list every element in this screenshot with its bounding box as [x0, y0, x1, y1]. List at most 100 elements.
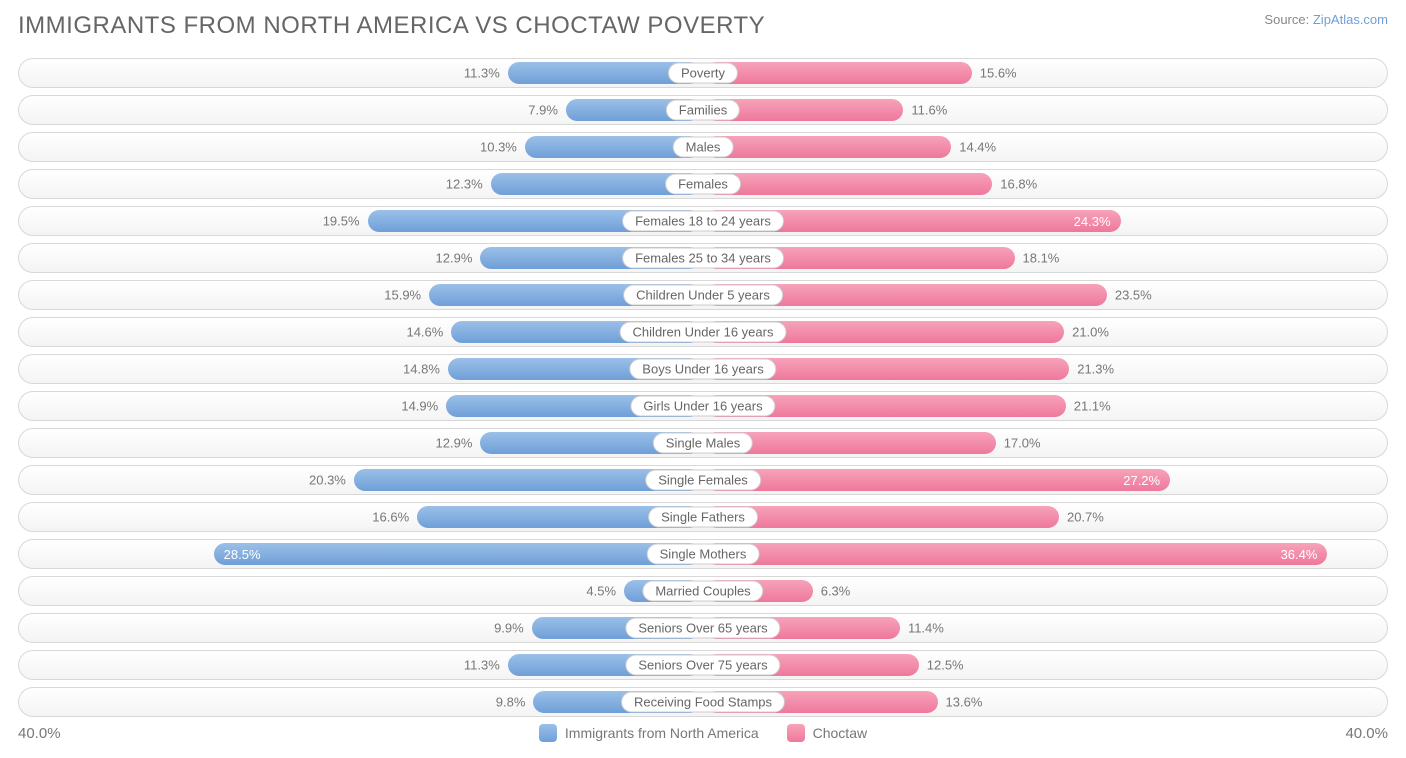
bar-right-value: 6.3%: [821, 584, 851, 599]
row-left-half: 9.8%: [19, 688, 703, 716]
bar-left-value: 15.9%: [384, 288, 421, 303]
chart-row: 9.9% 11.4% Seniors Over 65 years: [18, 613, 1388, 643]
bar-left-value: 11.3%: [464, 66, 500, 81]
chart-row: 11.3% 12.5%Seniors Over 75 years: [18, 650, 1388, 680]
row-left-half: 14.6%: [19, 318, 703, 346]
bar-left-value: 14.9%: [401, 399, 438, 414]
bar-right-value: 21.1%: [1074, 399, 1111, 414]
axis-max-right: 40.0%: [1345, 725, 1388, 742]
bar-left-value: 28.5%: [214, 547, 271, 562]
diverging-bar-chart: 11.3%15.6%Poverty7.9%11.6%Families10.3%1…: [18, 58, 1388, 717]
row-category-label: Females 25 to 34 years: [622, 248, 784, 269]
row-left-half: 11.3%: [19, 651, 703, 679]
chart-row: 9.8%13.6%Receiving Food Stamps: [18, 687, 1388, 717]
chart-source: Source: ZipAtlas.com: [1264, 12, 1388, 27]
row-category-label: Poverty: [668, 63, 738, 84]
bar-right-value: 11.4%: [908, 621, 944, 636]
row-left-half: 28.5%: [19, 540, 703, 568]
bar-left-value: 4.5%: [586, 584, 616, 599]
legend: Immigrants from North America Choctaw: [539, 724, 867, 742]
source-label: Source:: [1264, 12, 1309, 27]
row-category-label: Males: [673, 137, 734, 158]
chart-row: 10.3% 14.4%Males: [18, 132, 1388, 162]
row-right-half: 14.4%: [703, 133, 1387, 161]
row-right-half: 21.1%: [703, 392, 1387, 420]
row-right-half: 36.4%: [703, 540, 1387, 568]
row-right-half: 11.4%: [703, 614, 1387, 642]
row-right-half: 17.0%: [703, 429, 1387, 457]
row-left-half: 10.3%: [19, 133, 703, 161]
bar-left-value: 14.8%: [403, 362, 440, 377]
row-category-label: Single Males: [653, 433, 753, 454]
legend-item-right: Choctaw: [787, 724, 867, 742]
row-right-half: 16.8%: [703, 170, 1387, 198]
bar-right-value: 21.3%: [1077, 362, 1114, 377]
chart-row: 12.3%16.8%Females: [18, 169, 1388, 199]
row-left-half: 14.8%: [19, 355, 703, 383]
row-category-label: Single Fathers: [648, 507, 758, 528]
bar-right-value: 11.6%: [911, 103, 947, 118]
row-right-half: 27.2%: [703, 466, 1387, 494]
bar-left-value: 12.9%: [436, 251, 473, 266]
bar-right: [705, 136, 951, 158]
chart-row: 16.6%20.7%Single Fathers: [18, 502, 1388, 532]
row-right-half: 6.3%: [703, 577, 1387, 605]
row-right-half: 13.6%: [703, 688, 1387, 716]
row-right-half: 21.0%: [703, 318, 1387, 346]
row-left-half: 14.9%: [19, 392, 703, 420]
legend-swatch-right: [787, 724, 805, 742]
chart-row: 28.5% 36.4%Single Mothers: [18, 539, 1388, 569]
bar-left-value: 9.8%: [496, 695, 526, 710]
row-category-label: Females 18 to 24 years: [622, 211, 784, 232]
row-category-label: Single Mothers: [647, 544, 760, 565]
row-left-half: 19.5%: [19, 207, 703, 235]
chart-row: 14.8% 21.3% Boys Under 16 years: [18, 354, 1388, 384]
row-category-label: Children Under 5 years: [623, 285, 783, 306]
row-category-label: Girls Under 16 years: [630, 396, 775, 417]
row-left-half: 9.9%: [19, 614, 703, 642]
bar-left-value: 14.6%: [406, 325, 443, 340]
bar-right-value: 18.1%: [1023, 251, 1060, 266]
source-link[interactable]: ZipAtlas.com: [1313, 12, 1388, 27]
legend-swatch-left: [539, 724, 557, 742]
chart-row: 11.3% 15.6%Poverty: [18, 58, 1388, 88]
row-category-label: Seniors Over 75 years: [625, 655, 780, 676]
row-category-label: Single Females: [645, 470, 761, 491]
row-right-half: 12.5%: [703, 651, 1387, 679]
row-left-half: 16.6%: [19, 503, 703, 531]
chart-row: 4.5%6.3%Married Couples: [18, 576, 1388, 606]
row-category-label: Families: [666, 100, 740, 121]
row-left-half: 12.3%: [19, 170, 703, 198]
axis-max-left: 40.0%: [18, 725, 61, 742]
row-category-label: Seniors Over 65 years: [625, 618, 780, 639]
bar-left-value: 12.3%: [446, 177, 483, 192]
row-left-half: 11.3%: [19, 59, 703, 87]
row-left-half: 20.3%: [19, 466, 703, 494]
bar-right: 27.2%: [705, 469, 1170, 491]
row-category-label: Children Under 16 years: [620, 322, 787, 343]
row-category-label: Boys Under 16 years: [629, 359, 776, 380]
legend-label-left: Immigrants from North America: [565, 725, 759, 741]
chart-row: 14.6% 21.0% Children Under 16 years: [18, 317, 1388, 347]
chart-row: 19.5%24.3%Females 18 to 24 years: [18, 206, 1388, 236]
row-right-half: 18.1%: [703, 244, 1387, 272]
row-right-half: 24.3%: [703, 207, 1387, 235]
chart-row: 7.9% 11.6% Families: [18, 95, 1388, 125]
bar-right-value: 23.5%: [1115, 288, 1152, 303]
bar-right: [705, 62, 972, 84]
chart-row: 14.9% 21.1% Girls Under 16 years: [18, 391, 1388, 421]
row-right-half: 21.3%: [703, 355, 1387, 383]
chart-header: IMMIGRANTS FROM NORTH AMERICA VS CHOCTAW…: [18, 12, 1388, 40]
bar-right-value: 27.2%: [1113, 473, 1170, 488]
bar-left-value: 7.9%: [528, 103, 558, 118]
row-left-half: 7.9%: [19, 96, 703, 124]
bar-left-value: 10.3%: [480, 140, 517, 155]
row-right-half: 15.6%: [703, 59, 1387, 87]
bar-right-value: 21.0%: [1072, 325, 1109, 340]
bar-left-value: 11.3%: [464, 658, 500, 673]
row-right-half: 11.6%: [703, 96, 1387, 124]
bar-left-value: 20.3%: [309, 473, 346, 488]
chart-row: 20.3% 27.2% Single Females: [18, 465, 1388, 495]
bar-right-value: 13.6%: [946, 695, 983, 710]
chart-footer: 40.0% Immigrants from North America Choc…: [18, 724, 1388, 742]
